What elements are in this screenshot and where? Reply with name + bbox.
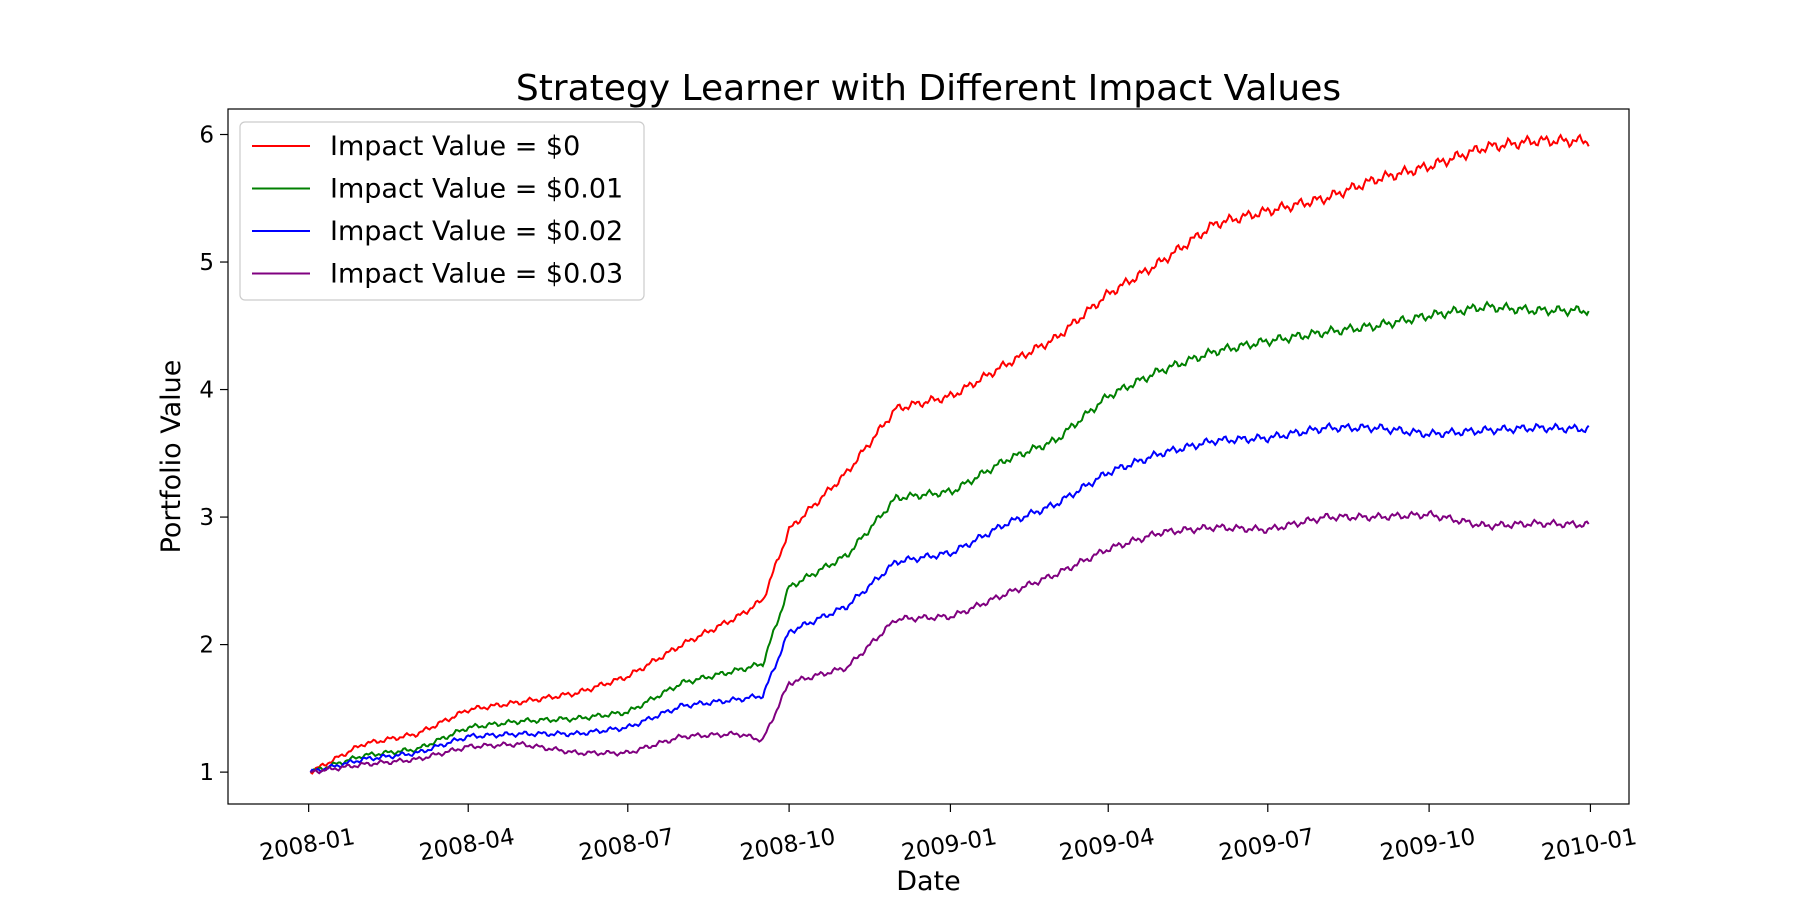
y-axis-label: Portfolio Value [156,360,187,554]
y-tick-label: 4 [199,378,214,404]
y-tick-label: 2 [199,633,214,659]
chart-title: Strategy Learner with Different Impact V… [516,68,1341,109]
legend-label: Impact Value = $0.03 [330,259,623,290]
series-line [309,133,1590,775]
x-tick-label: 2009-10 [1378,824,1477,866]
x-tick-label: 2009-01 [900,824,999,866]
legend-label: Impact Value = $0 [330,131,580,162]
y-tick-label: 6 [199,123,214,149]
legend-label: Impact Value = $0.01 [330,174,623,205]
x-axis: 2008-01 2008-04 2008-07 2008-10 2009-01 2009-… [258,804,1639,866]
series-lines [309,133,1590,775]
series-line [309,421,1590,773]
x-tick-label: 2008-01 [258,824,357,866]
x-tick-label: 2010-01 [1540,824,1639,866]
x-tick-label: 2008-10 [738,824,837,866]
x-tick-label: 2008-04 [417,824,516,866]
y-axis: 1 2 3 4 5 6 [199,123,228,786]
x-axis-label: Date [896,866,961,897]
series-line [310,509,1590,775]
y-tick-label: 1 [199,760,214,786]
plot-area [227,108,1630,805]
y-tick-label: 5 [199,250,214,276]
series-line [310,300,1590,774]
x-tick-label: 2009-07 [1217,824,1316,866]
x-tick-label: 2009-04 [1057,824,1156,866]
x-tick-label: 2008-07 [577,824,676,866]
legend-label: Impact Value = $0.02 [330,216,623,247]
legend-box [239,121,645,301]
legend: Impact Value = $0 Impact Value = $0.01 Imp… [239,121,645,301]
y-tick-label: 3 [199,505,214,531]
